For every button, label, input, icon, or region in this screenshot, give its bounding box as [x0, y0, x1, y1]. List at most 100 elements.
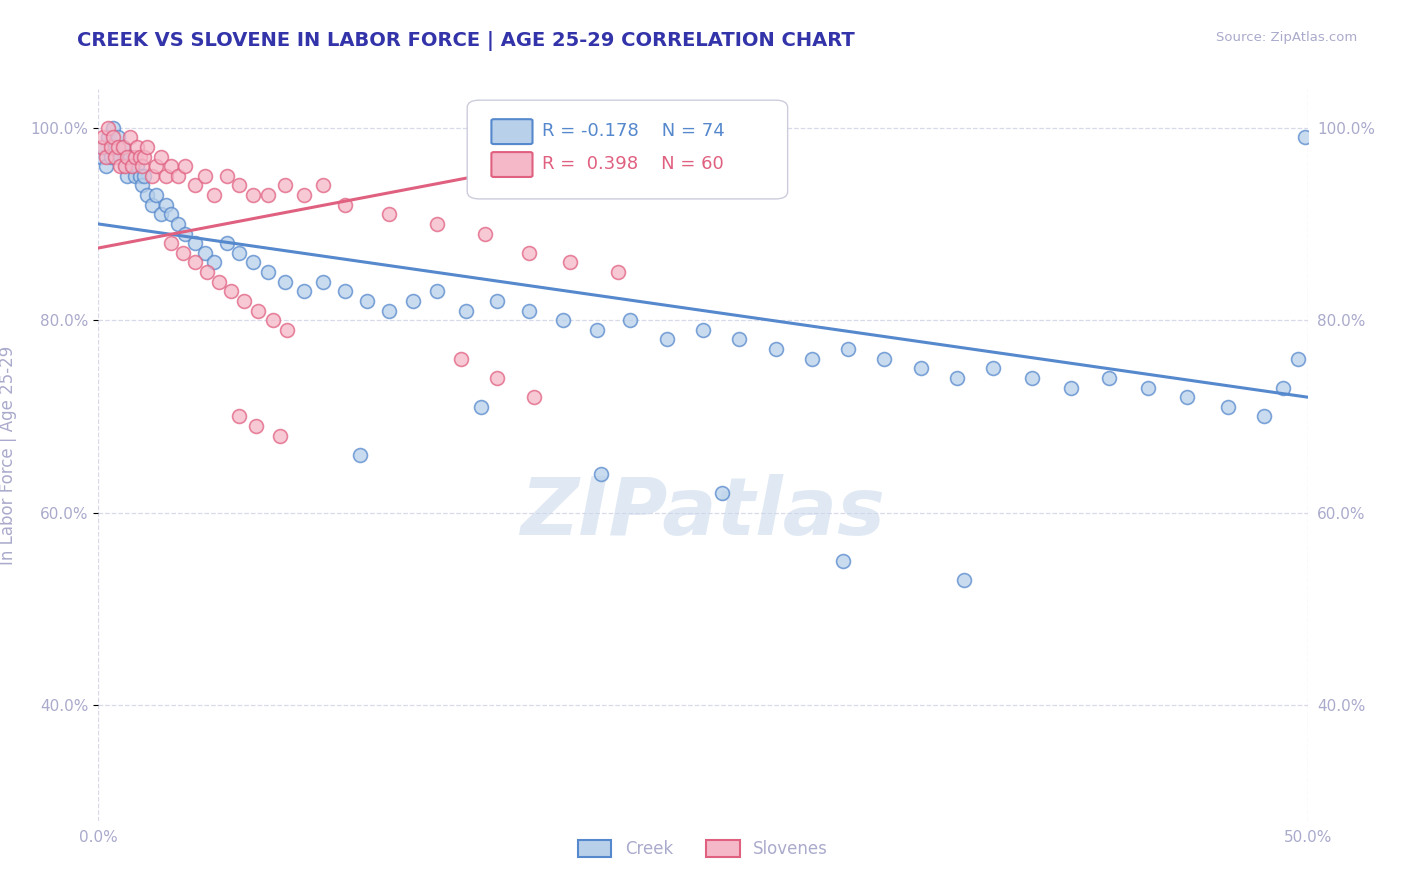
Point	[273, 275, 295, 289]
Text: CREEK VS SLOVENE IN LABOR FORCE | AGE 25-29 CORRELATION CHART: CREEK VS SLOVENE IN LABOR FORCE | AGE 25…	[77, 31, 855, 51]
Point	[141, 169, 163, 183]
Point	[194, 245, 217, 260]
Point	[245, 419, 267, 434]
Point	[135, 140, 157, 154]
Point	[486, 293, 509, 308]
Point	[377, 207, 399, 221]
Point	[141, 197, 163, 211]
Point	[127, 140, 149, 154]
Text: R = -0.178    N = 74: R = -0.178 N = 74	[543, 122, 725, 140]
Point	[155, 169, 177, 183]
Point	[117, 150, 139, 164]
Point	[1286, 351, 1309, 366]
Point	[486, 371, 509, 385]
Point	[204, 188, 226, 202]
Point	[114, 159, 136, 173]
Point	[551, 313, 574, 327]
Point	[131, 178, 153, 193]
Point	[377, 303, 399, 318]
Point	[1272, 380, 1295, 394]
Point	[174, 159, 197, 173]
Point	[104, 150, 127, 164]
Point	[90, 150, 112, 164]
Point	[174, 227, 197, 241]
Point	[108, 159, 131, 173]
Point	[312, 178, 335, 193]
Point	[953, 573, 976, 587]
Point	[242, 255, 264, 269]
Point	[204, 255, 226, 269]
FancyBboxPatch shape	[492, 153, 533, 177]
Point	[97, 120, 120, 135]
Point	[426, 285, 449, 299]
Point	[91, 130, 114, 145]
Y-axis label: In Labor Force | Age 25-29: In Labor Force | Age 25-29	[0, 345, 17, 565]
Point	[100, 140, 122, 154]
Point	[470, 400, 492, 414]
Point	[195, 265, 218, 279]
Point	[90, 140, 112, 154]
Point	[145, 188, 167, 202]
Point	[692, 323, 714, 337]
Point	[155, 197, 177, 211]
Point	[256, 188, 278, 202]
Point	[128, 150, 150, 164]
Point	[292, 285, 315, 299]
Point	[800, 351, 823, 366]
Text: ZIPatlas: ZIPatlas	[520, 475, 886, 552]
Point	[118, 130, 141, 145]
Point	[97, 130, 120, 145]
Point	[619, 313, 641, 327]
Point	[215, 169, 238, 183]
Point	[172, 245, 194, 260]
Point	[517, 303, 540, 318]
Point	[523, 390, 546, 404]
Point	[160, 236, 183, 251]
Point	[127, 159, 149, 173]
Point	[312, 275, 335, 289]
Point	[108, 150, 131, 164]
Point	[832, 554, 855, 568]
Point	[256, 265, 278, 279]
Point	[101, 120, 124, 135]
Point	[837, 342, 859, 356]
Point	[356, 293, 378, 308]
Point	[111, 140, 134, 154]
Point	[910, 361, 932, 376]
Point	[1216, 400, 1239, 414]
Point	[118, 150, 141, 164]
Point	[292, 188, 315, 202]
Point	[1059, 380, 1081, 394]
Point	[474, 227, 496, 241]
Point	[124, 169, 146, 183]
Point	[454, 303, 477, 318]
Point	[228, 245, 250, 260]
Point	[228, 409, 250, 424]
Point	[607, 265, 630, 279]
Point	[117, 169, 139, 183]
Point	[215, 236, 238, 251]
Point	[107, 130, 129, 145]
Point	[517, 245, 540, 260]
Point	[134, 150, 156, 164]
Point	[450, 351, 472, 366]
Point	[131, 159, 153, 173]
Point	[765, 342, 787, 356]
Point	[101, 130, 124, 145]
Point	[946, 371, 969, 385]
Point	[91, 140, 114, 154]
Point	[1253, 409, 1275, 424]
Point	[1294, 130, 1316, 145]
Point	[167, 217, 190, 231]
Point	[107, 140, 129, 154]
Point	[269, 428, 291, 442]
Point	[1021, 371, 1043, 385]
Point	[100, 150, 122, 164]
Point	[184, 255, 207, 269]
Point	[121, 159, 143, 173]
Point	[135, 188, 157, 202]
Point	[232, 293, 254, 308]
Point	[349, 448, 371, 462]
Point	[333, 197, 356, 211]
Point	[426, 217, 449, 231]
